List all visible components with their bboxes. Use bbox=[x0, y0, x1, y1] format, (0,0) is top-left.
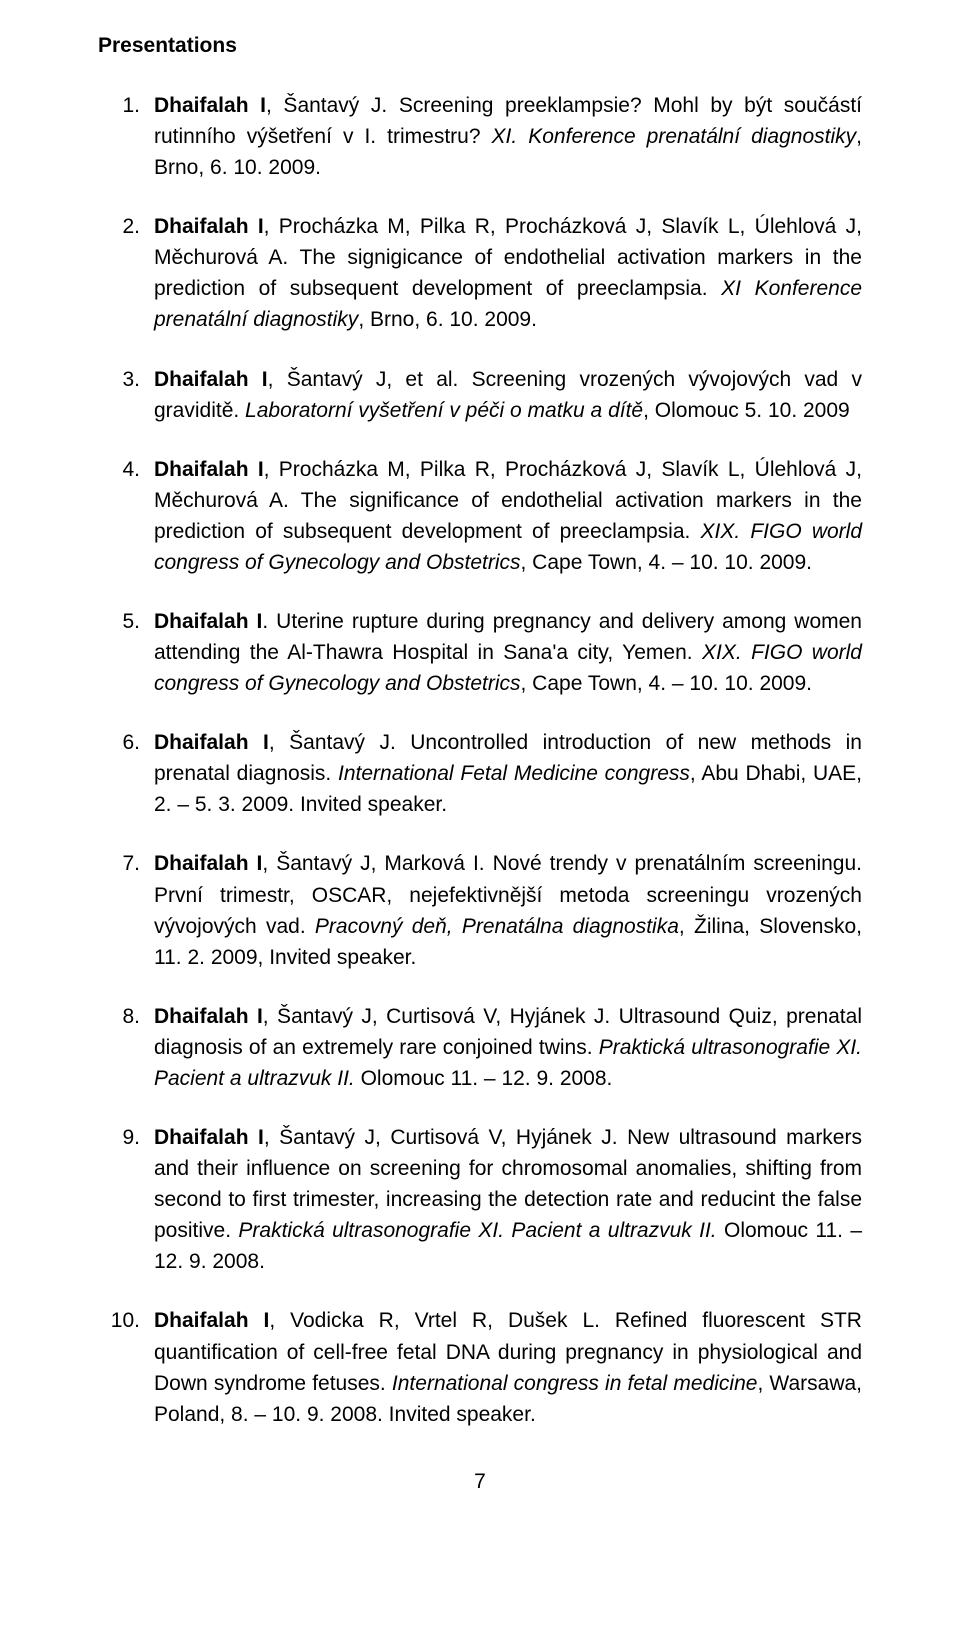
bold-author: Dhaifalah I bbox=[154, 458, 264, 481]
item-number: 2. bbox=[98, 211, 154, 335]
list-item: 2.Dhaifalah I, Procházka M, Pilka R, Pro… bbox=[98, 211, 862, 335]
list-item: 6.Dhaifalah I, Šantavý J. Uncontrolled i… bbox=[98, 727, 862, 820]
bold-author: Dhaifalah I bbox=[154, 368, 268, 391]
list-item: 1.Dhaifalah I, Šantavý J. Screening pree… bbox=[98, 90, 862, 183]
italic-source: Laboratorní vyšetření v péči o matku a d… bbox=[245, 399, 643, 422]
item-body: Dhaifalah I, Šantavý J, et al. Screening… bbox=[154, 364, 862, 426]
item-number: 3. bbox=[98, 364, 154, 426]
after-italic-text: , Cape Town, 4. – 10. 10. 2009. bbox=[521, 672, 813, 695]
bold-author: Dhaifalah I bbox=[154, 215, 264, 238]
item-number: 6. bbox=[98, 727, 154, 820]
bold-author: Dhaifalah I bbox=[154, 1126, 264, 1149]
after-italic-text: , Olomouc 5. 10. 2009 bbox=[643, 399, 850, 422]
after-italic-text: , Brno, 6. 10. 2009. bbox=[358, 308, 537, 331]
bold-author: Dhaifalah I bbox=[154, 1005, 263, 1028]
item-body: Dhaifalah I, Procházka M, Pilka R, Proch… bbox=[154, 454, 862, 578]
italic-source: Pracovný deň, Prenatálna diagnostika bbox=[315, 915, 679, 938]
presentations-list: 1.Dhaifalah I, Šantavý J. Screening pree… bbox=[98, 90, 862, 1430]
list-item: 4.Dhaifalah I, Procházka M, Pilka R, Pro… bbox=[98, 454, 862, 578]
list-item: 9.Dhaifalah I, Šantavý J, Curtisová V, H… bbox=[98, 1122, 862, 1277]
item-body: Dhaifalah I, Šantavý J, Curtisová V, Hyj… bbox=[154, 1001, 862, 1094]
document-page: Presentations 1.Dhaifalah I, Šantavý J. … bbox=[0, 0, 960, 1544]
item-number: 8. bbox=[98, 1001, 154, 1094]
italic-source: International congress in fetal medicine bbox=[392, 1372, 758, 1395]
bold-author: Dhaifalah I bbox=[154, 731, 269, 754]
item-number: 1. bbox=[98, 90, 154, 183]
after-italic-text: Olomouc 11. – 12. 9. 2008. bbox=[355, 1067, 613, 1090]
item-body: Dhaifalah I, Šantavý J, Marková I. Nové … bbox=[154, 848, 862, 972]
item-body: Dhaifalah I, Vodicka R, Vrtel R, Dušek L… bbox=[154, 1305, 862, 1429]
item-body: Dhaifalah I, Šantavý J. Screening preekl… bbox=[154, 90, 862, 183]
section-title: Presentations bbox=[98, 34, 862, 58]
item-number: 10. bbox=[98, 1305, 154, 1429]
item-body: Dhaifalah I, Šantavý J, Curtisová V, Hyj… bbox=[154, 1122, 862, 1277]
bold-author: Dhaifalah I bbox=[154, 610, 262, 633]
list-item: 3.Dhaifalah I, Šantavý J, et al. Screeni… bbox=[98, 364, 862, 426]
item-number: 5. bbox=[98, 606, 154, 699]
bold-author: Dhaifalah I bbox=[154, 852, 262, 875]
list-item: 7.Dhaifalah I, Šantavý J, Marková I. Nov… bbox=[98, 848, 862, 972]
item-number: 9. bbox=[98, 1122, 154, 1277]
item-body: Dhaifalah I, Procházka M, Pilka R, Proch… bbox=[154, 211, 862, 335]
bold-author: Dhaifalah I bbox=[154, 1309, 269, 1332]
list-item: 10.Dhaifalah I, Vodicka R, Vrtel R, Duše… bbox=[98, 1305, 862, 1429]
list-item: 8.Dhaifalah I, Šantavý J, Curtisová V, H… bbox=[98, 1001, 862, 1094]
item-body: Dhaifalah I. Uterine rupture during preg… bbox=[154, 606, 862, 699]
italic-source: Praktická ultrasonografie XI. Pacient a … bbox=[238, 1219, 716, 1242]
item-number: 4. bbox=[98, 454, 154, 578]
list-item: 5.Dhaifalah I. Uterine rupture during pr… bbox=[98, 606, 862, 699]
italic-source: XI. Konference prenatální diagnostiky bbox=[492, 125, 857, 148]
after-italic-text: , Cape Town, 4. – 10. 10. 2009. bbox=[521, 551, 813, 574]
item-number: 7. bbox=[98, 848, 154, 972]
italic-source: International Fetal Medicine congress bbox=[338, 762, 690, 785]
item-body: Dhaifalah I, Šantavý J. Uncontrolled int… bbox=[154, 727, 862, 820]
bold-author: Dhaifalah I bbox=[154, 94, 266, 117]
page-number: 7 bbox=[98, 1470, 862, 1494]
